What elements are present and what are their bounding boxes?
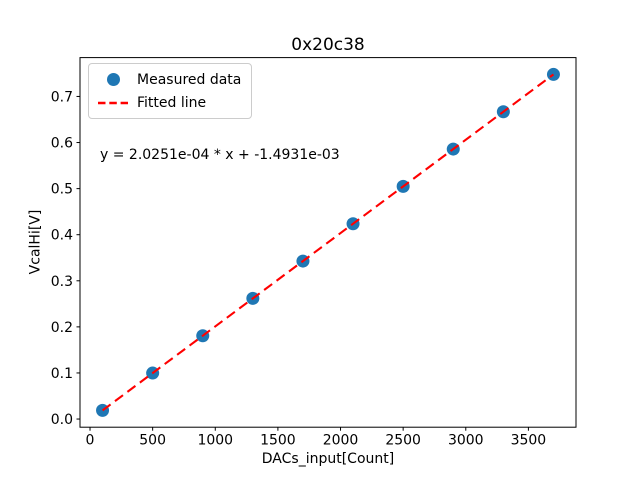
y-axis-label: VcalHi[V] — [27, 209, 44, 275]
legend-entry: Fitted line — [97, 91, 241, 114]
y-tick-label: 0.7 — [51, 89, 73, 105]
x-axis-label: DACs_input[Count] — [261, 451, 395, 467]
x-tick-label: 1000 — [197, 433, 233, 449]
legend-dashed-line-icon — [97, 100, 129, 106]
legend: Measured data Fitted line — [88, 63, 253, 119]
y-tick-label: 0.5 — [51, 182, 73, 198]
y-tick-label: 0.2 — [51, 320, 73, 336]
y-tick-label: 0.3 — [51, 274, 73, 290]
legend-label: Measured data — [137, 71, 242, 88]
x-tick-label: 500 — [139, 433, 166, 449]
y-tick-label: 0.6 — [51, 136, 73, 152]
scatter-dot-icon — [106, 73, 120, 86]
x-tick-label: 2500 — [385, 433, 421, 449]
y-tick-label: 0.4 — [51, 228, 73, 244]
x-tick-label: 3500 — [511, 433, 547, 449]
legend-entry: Measured data — [97, 68, 241, 91]
axes-frame — [79, 57, 577, 428]
legend-label: Fitted line — [137, 94, 207, 111]
x-tick-label: 2000 — [323, 433, 359, 449]
x-tick-label: 1500 — [260, 433, 296, 449]
legend-marker-icon — [97, 73, 129, 86]
fit-equation-annotation: y = 2.0251e-04 * x + -1.4931e-03 — [100, 147, 340, 163]
x-tick-label: 3000 — [448, 433, 484, 449]
y-tick-label: 0.0 — [51, 412, 73, 428]
y-tick-label: 0.1 — [51, 366, 73, 382]
x-tick-label: 0 — [86, 433, 95, 449]
chart-title: 0x20c38 — [291, 35, 365, 55]
fitted-line — [101, 73, 555, 412]
data-point — [546, 67, 560, 81]
